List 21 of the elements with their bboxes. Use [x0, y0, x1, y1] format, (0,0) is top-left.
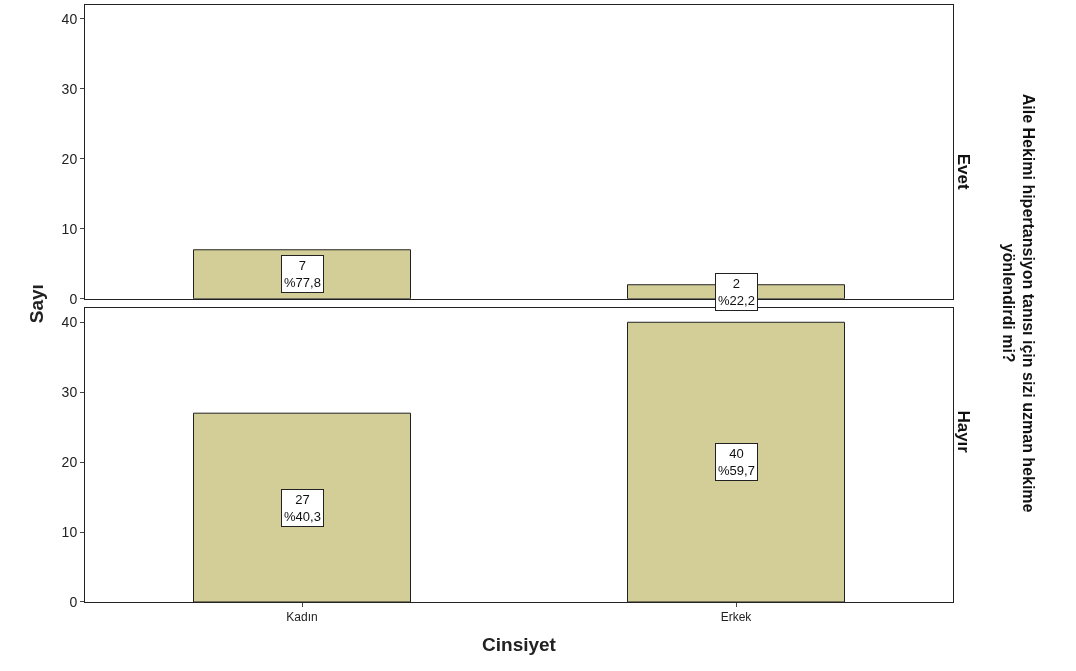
y-axis-title: Sayı	[26, 284, 48, 324]
y-tick-label: 0	[69, 593, 78, 610]
data-label: 40 %59,7	[718, 446, 755, 478]
y-tick-label: 20	[61, 454, 78, 471]
x-tick-label: Kadın	[286, 610, 318, 625]
y-tick-label: 30	[61, 384, 78, 401]
data-label: 7 %77,8	[284, 258, 321, 290]
text: Evet	[954, 153, 974, 190]
data-label: 27 %40,3	[284, 492, 321, 524]
text: Aile Hekimi hipertansiyon tanısı için sizi uzman hekime yönlendirdi mi?	[999, 93, 1038, 513]
y-tick-label: 0	[69, 290, 78, 307]
y-tick-label: 30	[61, 80, 78, 97]
data-label: 2 %22,2	[718, 276, 755, 308]
text: Hayır	[953, 410, 973, 454]
y-tick-label: 10	[61, 220, 78, 237]
y-tick-label: 10	[61, 523, 78, 540]
y-tick-label: 40	[61, 10, 78, 27]
y-tick-label: 20	[61, 150, 78, 167]
y-tick-label: 40	[61, 314, 78, 331]
x-tick-label: Erkek	[720, 610, 753, 625]
x-axis-title: Cinsiyet	[482, 634, 557, 656]
